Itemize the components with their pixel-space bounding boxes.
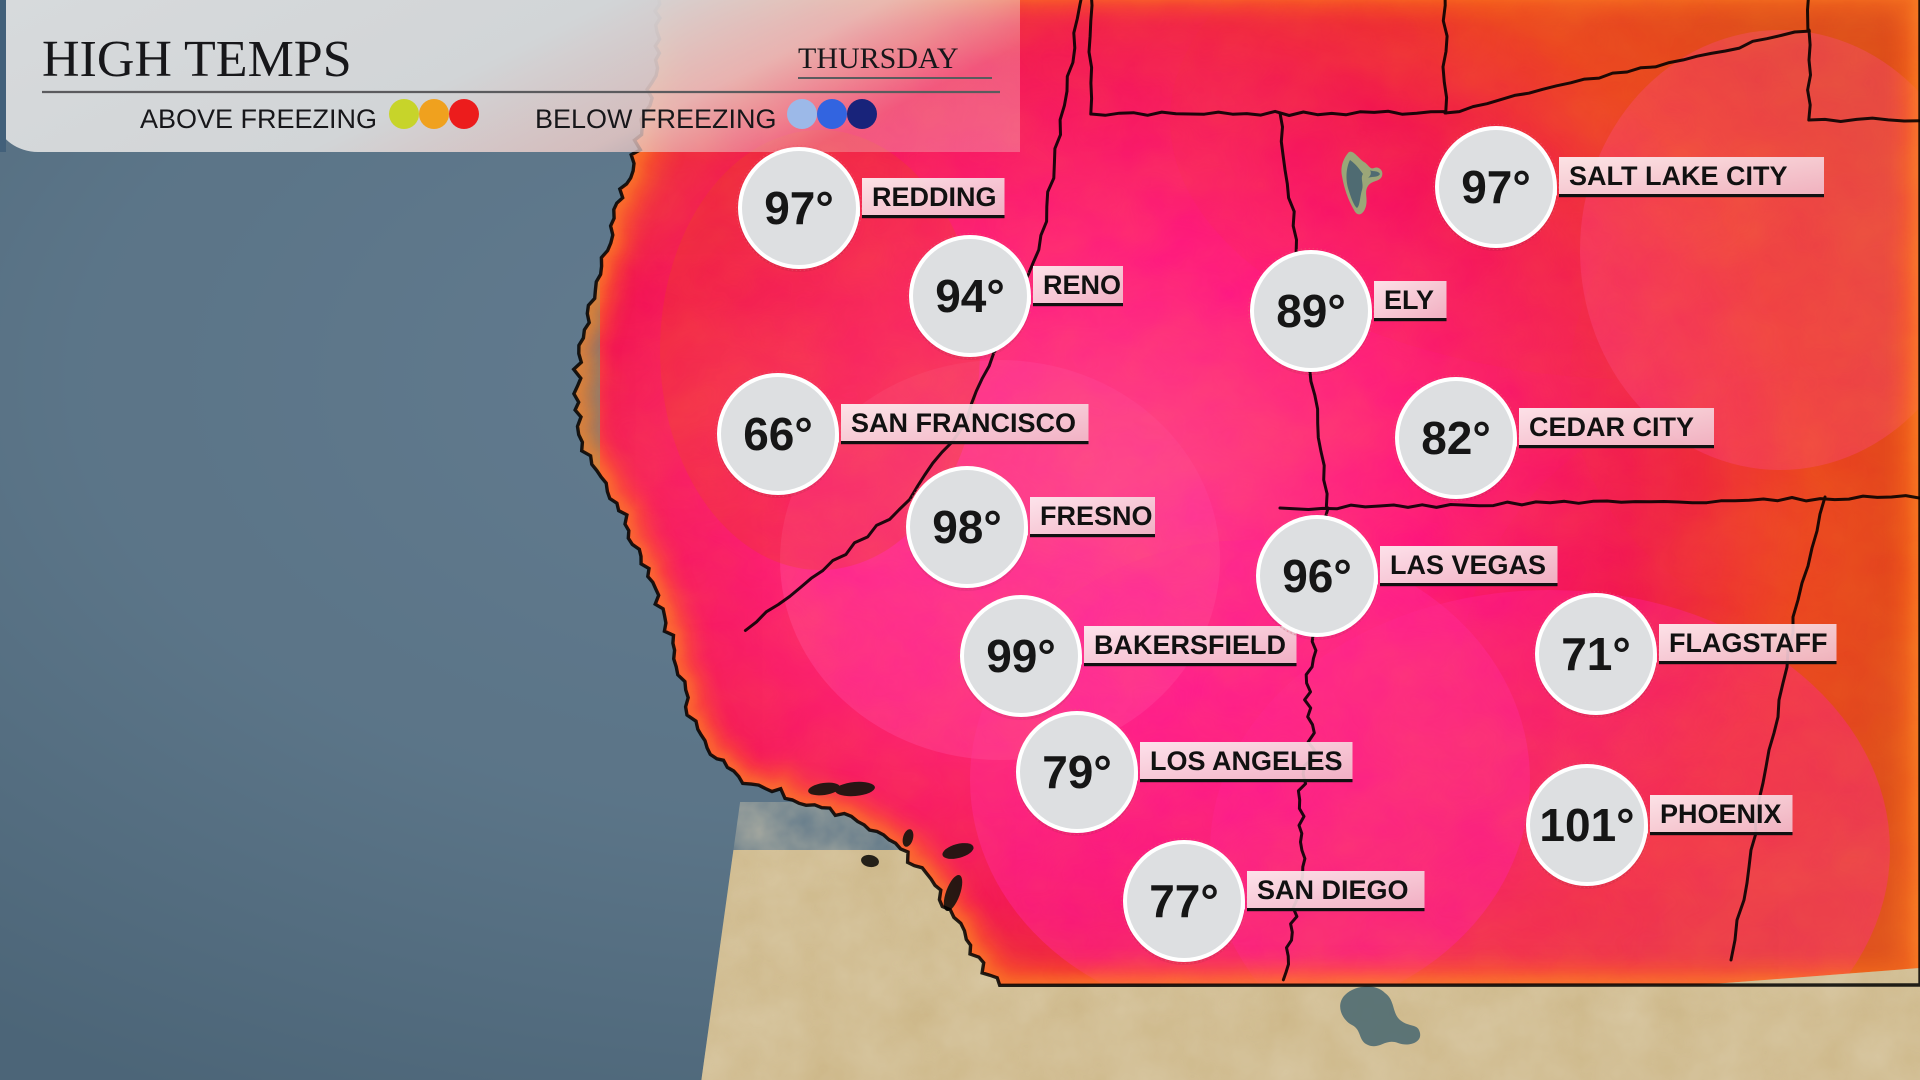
svg-text:FRESNO: FRESNO [1040,501,1153,531]
svg-text:LOS ANGELES: LOS ANGELES [1150,746,1343,776]
svg-text:THURSDAY: THURSDAY [798,42,959,75]
svg-text:ABOVE FREEZING: ABOVE FREEZING [140,104,377,134]
svg-text:89°: 89° [1276,285,1346,337]
svg-text:SAN DIEGO: SAN DIEGO [1257,875,1409,905]
svg-text:HIGH TEMPS: HIGH TEMPS [42,31,352,88]
svg-text:97°: 97° [764,182,834,234]
svg-text:97°: 97° [1461,161,1531,213]
svg-text:LAS VEGAS: LAS VEGAS [1390,550,1546,580]
svg-text:SALT LAKE CITY: SALT LAKE CITY [1569,161,1788,191]
svg-text:77°: 77° [1149,875,1219,927]
svg-text:SAN FRANCISCO: SAN FRANCISCO [851,408,1076,438]
svg-text:BAKERSFIELD: BAKERSFIELD [1094,630,1286,660]
svg-text:FLAGSTAFF: FLAGSTAFF [1669,628,1827,658]
svg-text:RENO: RENO [1043,270,1121,300]
svg-text:98°: 98° [932,501,1002,553]
svg-text:96°: 96° [1282,550,1352,602]
svg-text:82°: 82° [1421,412,1491,464]
svg-text:66°: 66° [743,408,813,460]
svg-text:BELOW FREEZING: BELOW FREEZING [535,104,777,134]
svg-text:101°: 101° [1539,799,1634,851]
svg-text:94°: 94° [935,270,1005,322]
svg-text:ELY: ELY [1384,285,1434,315]
svg-text:CEDAR CITY: CEDAR CITY [1529,412,1694,442]
svg-text:PHOENIX: PHOENIX [1660,799,1782,829]
svg-text:79°: 79° [1042,746,1112,798]
svg-text:71°: 71° [1561,628,1631,680]
svg-text:99°: 99° [986,630,1056,682]
svg-text:REDDING: REDDING [872,182,997,212]
